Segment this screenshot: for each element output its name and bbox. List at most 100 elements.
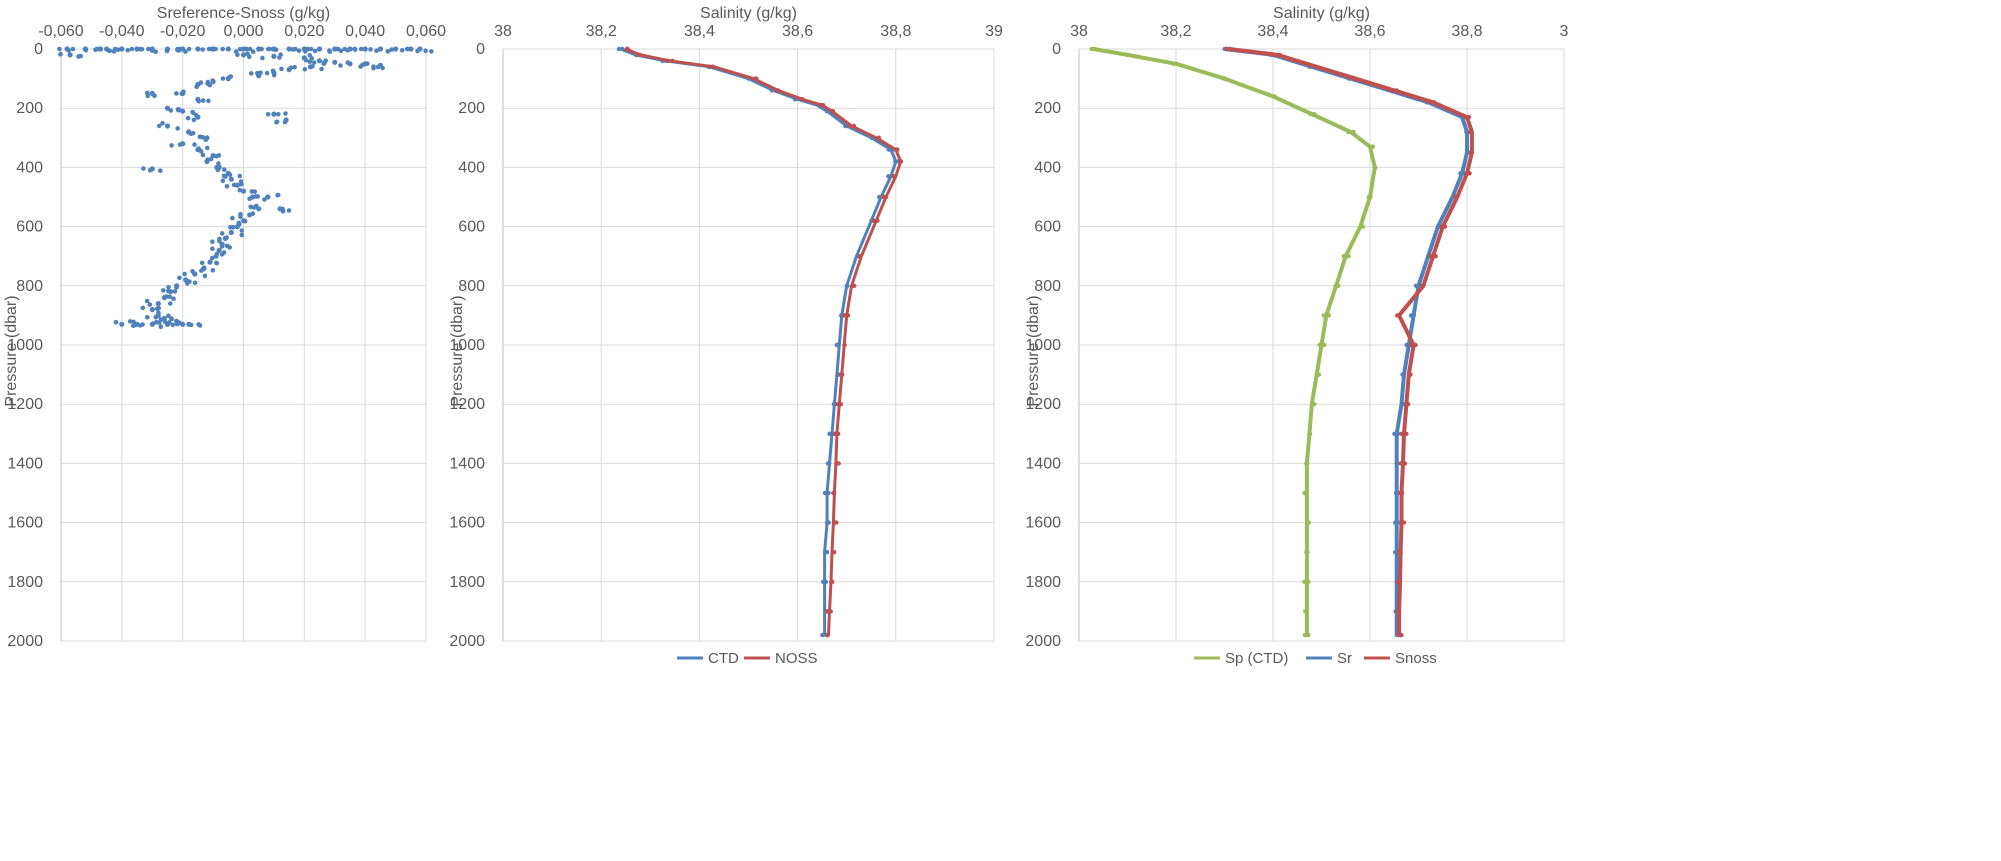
data-point — [1273, 52, 1278, 58]
scatter-point — [186, 321, 192, 327]
data-point — [1312, 111, 1317, 117]
scatter-point — [149, 306, 155, 313]
scatter-point — [201, 266, 207, 272]
scatter-point — [210, 239, 215, 244]
scatter-point — [271, 111, 277, 117]
scatter-point — [180, 108, 186, 114]
scatter-point — [177, 142, 183, 147]
data-point — [1125, 52, 1131, 58]
data-point — [1227, 46, 1233, 52]
scatter-point — [199, 260, 205, 266]
x-tick-label: 39 — [985, 23, 1003, 40]
scatter-point — [194, 84, 199, 89]
data-point — [1306, 579, 1311, 584]
scatter-point — [282, 119, 288, 125]
scatter-point — [231, 182, 237, 188]
data-point — [753, 76, 758, 81]
data-point — [834, 520, 839, 525]
chart-panel-1: -0,060 -0,040 -0,020 0,000 0,020 0,040 0,060 0 2… — [3, 5, 446, 650]
scatter-point — [292, 64, 297, 70]
data-point — [886, 174, 891, 179]
scatter-point — [220, 178, 226, 183]
scatter-point — [140, 305, 146, 311]
scatter-point — [195, 46, 201, 52]
scatter-point — [119, 321, 125, 327]
scatter-point — [225, 46, 231, 52]
data-point — [1419, 283, 1424, 288]
scatter-point — [153, 314, 159, 320]
data-point — [875, 218, 880, 223]
scatter-point — [219, 244, 225, 249]
data-point — [1351, 129, 1356, 135]
scatter-point — [125, 47, 130, 53]
scatter-point — [405, 46, 411, 52]
data-point — [1389, 88, 1395, 93]
data-point — [1304, 461, 1309, 466]
chart-panel-2: 38 38,2 38,4 38,6 38,8 39 0 200 400 600 800 1000 120… — [449, 5, 1003, 667]
scatter-point — [237, 187, 243, 193]
scatter-point — [137, 323, 143, 328]
data-point — [1468, 150, 1473, 155]
data-point — [1409, 342, 1414, 348]
scatter-point — [186, 46, 192, 52]
data-point — [1399, 490, 1405, 496]
scatter-point — [302, 67, 308, 72]
scatter-point — [377, 46, 383, 52]
data-point — [828, 609, 833, 614]
y-tick-label: 800 — [1034, 278, 1061, 295]
data-point — [1413, 283, 1419, 288]
scatter-point — [192, 142, 197, 147]
scatter-point — [139, 46, 145, 52]
scatter-point — [174, 285, 179, 290]
scatter-point — [214, 251, 220, 257]
scatter-point — [307, 59, 313, 64]
scatter-point — [141, 166, 146, 171]
x-tick-label: 38,4 — [1257, 23, 1288, 40]
y-axis-title: Pressure (dbar) — [3, 295, 20, 406]
scatter-point — [175, 126, 180, 131]
data-point — [1373, 165, 1378, 170]
x-tick-label: 3 — [1560, 23, 1569, 40]
scatter-point — [156, 310, 161, 316]
scatter-point — [368, 47, 373, 52]
scatter-point — [158, 168, 163, 173]
scatter-point — [362, 46, 368, 52]
data-point — [1463, 114, 1468, 120]
data-point — [822, 490, 828, 496]
scatter-point — [227, 245, 232, 250]
scatter-point — [280, 209, 286, 214]
data-point — [1404, 431, 1409, 436]
data-point — [1404, 402, 1410, 407]
data-point — [1341, 254, 1346, 259]
scatter-point — [153, 49, 158, 55]
data-point — [1394, 88, 1399, 93]
scatter-point — [129, 46, 135, 52]
data-point — [826, 490, 831, 496]
scatter-point — [214, 153, 219, 159]
data-point — [1453, 194, 1458, 200]
data-point — [1400, 520, 1406, 525]
x-tick-label: -0,040 — [99, 23, 144, 40]
data-point — [1393, 490, 1399, 496]
scatter-point — [230, 224, 236, 230]
data-point — [636, 52, 642, 58]
scatter-point — [316, 58, 323, 64]
data-point — [1404, 342, 1409, 348]
series-sp-ctd- — [1089, 46, 1378, 638]
scatter-point — [93, 47, 98, 53]
scatter-point — [176, 48, 182, 53]
data-point — [1413, 342, 1418, 348]
scatter-point — [238, 214, 243, 220]
data-point — [827, 431, 832, 436]
scatter-point — [335, 46, 341, 52]
scatter-point — [240, 52, 247, 58]
y-tick-label: 600 — [16, 219, 43, 236]
scatter-point — [255, 194, 260, 199]
y-tick-label: 200 — [458, 100, 485, 117]
legend-label: NOSS — [775, 650, 818, 667]
x-tick-label: 38,2 — [1160, 23, 1191, 40]
data-point — [1399, 431, 1404, 436]
data-point — [825, 632, 830, 638]
scatter-point — [171, 296, 176, 302]
scatter-point — [251, 205, 257, 210]
